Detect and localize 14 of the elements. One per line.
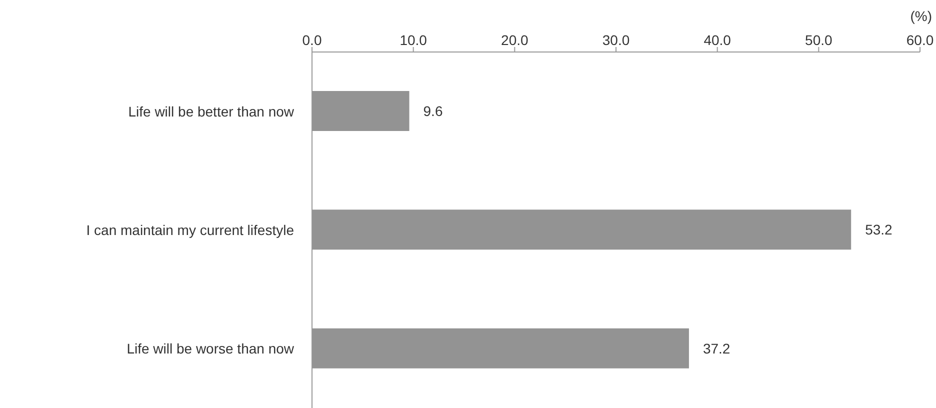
x-tick-label: 10.0 <box>400 32 428 48</box>
x-tick-label: 20.0 <box>501 32 529 48</box>
x-tick-label: 0.0 <box>302 32 322 48</box>
x-tick-label: 60.0 <box>906 32 934 48</box>
x-tick-label: 30.0 <box>602 32 630 48</box>
data-label: 53.2 <box>865 222 893 238</box>
data-label: 9.6 <box>423 102 443 119</box>
x-tick-label: 40.0 <box>704 32 732 48</box>
y-tick-label: Life will be better than now <box>128 103 295 120</box>
data-label: 37.2 <box>702 340 730 356</box>
y-tick-label: Life will be worse than now <box>126 340 295 357</box>
x-tick-label: 50.0 <box>805 32 833 48</box>
x-axis-title: (%) <box>910 8 932 24</box>
y-tick-label: I can maintain my current lifestyle <box>86 222 294 238</box>
